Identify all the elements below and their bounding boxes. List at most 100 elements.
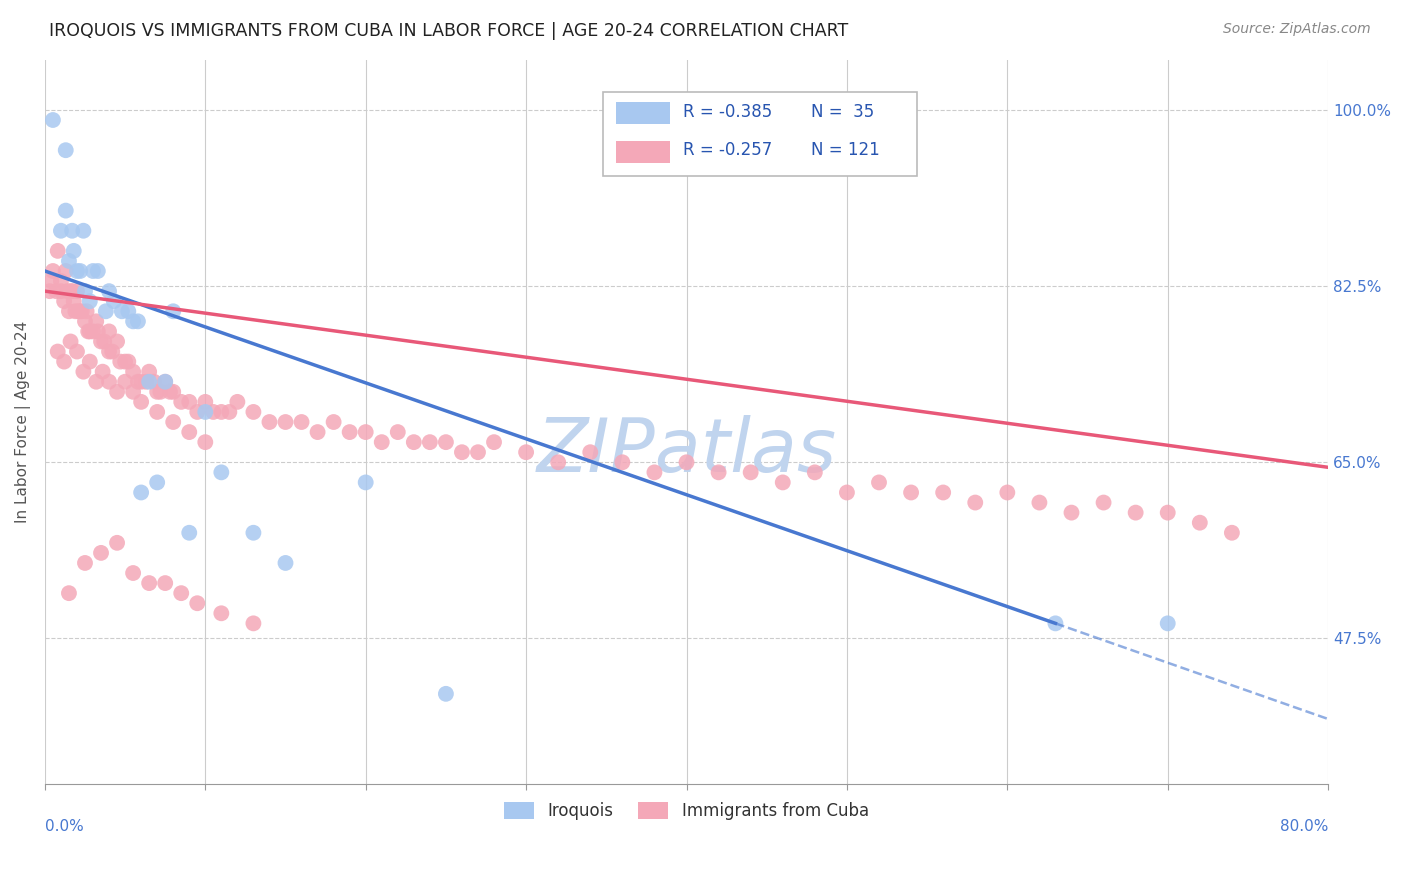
Point xyxy=(87,325,110,339)
Point xyxy=(371,435,394,450)
FancyBboxPatch shape xyxy=(603,92,918,176)
Point xyxy=(307,425,329,439)
Point xyxy=(122,365,145,379)
Point xyxy=(79,325,101,339)
Point xyxy=(153,375,176,389)
Point xyxy=(170,395,193,409)
Point xyxy=(138,365,160,379)
Point xyxy=(69,304,91,318)
Point xyxy=(186,596,208,610)
Text: R = -0.257: R = -0.257 xyxy=(683,141,772,159)
Point xyxy=(740,466,762,480)
Point xyxy=(153,375,176,389)
Point xyxy=(1092,495,1115,509)
Point xyxy=(339,425,361,439)
Point xyxy=(218,405,240,419)
Point xyxy=(98,284,121,298)
Point xyxy=(53,294,76,309)
Point xyxy=(84,375,107,389)
FancyBboxPatch shape xyxy=(616,103,669,124)
Point xyxy=(138,576,160,591)
Point xyxy=(146,475,169,490)
Point xyxy=(93,334,115,349)
Point xyxy=(179,425,201,439)
Point xyxy=(98,375,121,389)
Point xyxy=(868,475,890,490)
Point xyxy=(49,274,72,288)
Point xyxy=(101,344,124,359)
Point xyxy=(70,304,93,318)
Point xyxy=(259,415,281,429)
Point xyxy=(202,405,225,419)
Point xyxy=(451,445,474,459)
Point xyxy=(804,466,827,480)
Point xyxy=(932,485,955,500)
Point xyxy=(66,344,89,359)
Point xyxy=(69,264,91,278)
Point xyxy=(159,384,181,399)
Point xyxy=(58,254,80,268)
Point xyxy=(1045,616,1067,631)
Point xyxy=(105,334,128,349)
Point xyxy=(135,375,157,389)
Text: 0.0%: 0.0% xyxy=(45,819,83,834)
Point xyxy=(72,224,94,238)
Point xyxy=(49,284,72,298)
Point xyxy=(146,384,169,399)
Point xyxy=(73,556,96,570)
Point xyxy=(242,525,264,540)
Point xyxy=(162,415,184,429)
Point xyxy=(59,334,82,349)
Point xyxy=(127,375,149,389)
Point xyxy=(482,435,505,450)
Point xyxy=(274,556,297,570)
Point xyxy=(194,395,217,409)
Text: R = -0.385: R = -0.385 xyxy=(683,103,772,120)
Point xyxy=(995,485,1018,500)
Point xyxy=(162,304,184,318)
Point xyxy=(82,264,104,278)
Point xyxy=(62,294,84,309)
Point xyxy=(103,294,125,309)
Point xyxy=(117,354,139,368)
Point xyxy=(42,113,65,128)
Point xyxy=(1188,516,1211,530)
Point xyxy=(965,495,987,509)
Point xyxy=(129,375,152,389)
Point xyxy=(149,384,172,399)
Point xyxy=(1060,506,1083,520)
Point xyxy=(179,525,201,540)
Point xyxy=(354,475,377,490)
Point xyxy=(58,586,80,600)
Point xyxy=(84,314,107,328)
Point xyxy=(194,435,217,450)
Point xyxy=(91,365,114,379)
Point xyxy=(127,314,149,328)
Text: 80.0%: 80.0% xyxy=(1279,819,1329,834)
Point xyxy=(186,405,208,419)
Point xyxy=(209,466,232,480)
Point xyxy=(76,304,98,318)
Point xyxy=(49,224,72,238)
Point xyxy=(1220,525,1243,540)
Point xyxy=(242,616,264,631)
Point xyxy=(900,485,922,500)
Point xyxy=(643,466,665,480)
Point xyxy=(55,203,77,218)
Point xyxy=(94,304,117,318)
Point xyxy=(162,384,184,399)
Point xyxy=(73,314,96,328)
Point xyxy=(60,224,83,238)
Point xyxy=(153,576,176,591)
Point xyxy=(138,375,160,389)
Point xyxy=(73,284,96,298)
Point xyxy=(322,415,344,429)
Legend: Iroquois, Immigrants from Cuba: Iroquois, Immigrants from Cuba xyxy=(498,796,876,827)
Point xyxy=(170,586,193,600)
Point xyxy=(105,384,128,399)
Point xyxy=(179,395,201,409)
Point xyxy=(114,375,136,389)
Point xyxy=(39,274,62,288)
Point xyxy=(515,445,537,459)
Point xyxy=(79,294,101,309)
